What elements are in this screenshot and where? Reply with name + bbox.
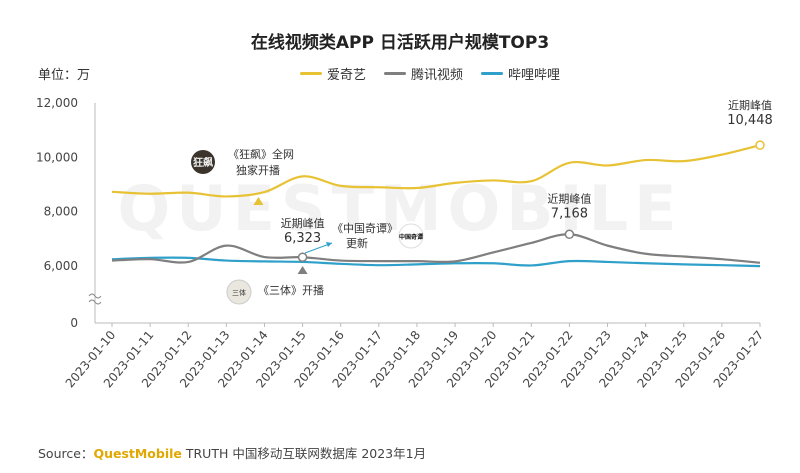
legend-label: 腾讯视频: [411, 68, 464, 83]
series-line-0: [111, 144, 761, 198]
legend-item-0: 爱奇艺: [300, 64, 366, 83]
peak1-value: 6,323: [284, 231, 321, 246]
qitan-line-1: 《中国奇谭》: [332, 222, 398, 235]
legend-item-1: 腾讯视频: [384, 64, 463, 83]
kuangbiao-logo: [191, 150, 215, 174]
kuangbiao-line-2: 独家开播: [236, 163, 280, 177]
peak1-dot: [297, 252, 308, 262]
peak3-value: 10,448: [727, 113, 773, 128]
source-brand: QuestMobile: [93, 446, 182, 461]
chart-title: 在线视频类APP 日活跃用户规模TOP3: [250, 33, 550, 53]
santi-marker: [297, 266, 308, 274]
qitan-line-2: 更新: [346, 236, 368, 250]
peak2-label: 近期峰值: [547, 192, 591, 205]
source-label: Source：: [38, 446, 94, 461]
source-note: Source：QuestMobile TRUTH 中国移动互联网数据库 2023…: [38, 443, 426, 462]
y-tick-label: 12,000: [36, 96, 78, 110]
legend-label: 哔哩哔哩: [508, 68, 561, 83]
y-tick-label: 6,000: [44, 259, 78, 273]
santi-logo-text: 三体: [232, 288, 246, 297]
legend-item-2: 哔哩哔哩: [481, 64, 560, 83]
santi-logo: [226, 279, 252, 305]
kuangbiao-marker: [253, 197, 264, 205]
series-line-1: [111, 233, 761, 264]
peak3-label: 近期峰值: [728, 99, 772, 112]
unit-label: 单位：万: [38, 68, 91, 83]
legend-swatch: [481, 72, 504, 75]
series-line-2: [111, 256, 761, 268]
legend-swatch: [384, 72, 407, 75]
peak2-dot: [564, 229, 575, 240]
legend-label: 爱奇艺: [327, 68, 367, 83]
watermark: QUESTMOBILE: [118, 172, 683, 245]
y-tick-label: 0: [70, 316, 78, 330]
legend-swatch: [300, 72, 322, 75]
peak2-value: 7,168: [551, 206, 588, 221]
qitan-logo: [398, 223, 424, 249]
qitan-arrow-icon: [326, 242, 332, 247]
kuangbiao-logo-text: 狂飙: [193, 156, 213, 169]
peak3-dot: [755, 140, 765, 150]
y-tick-label: 8,000: [44, 205, 78, 219]
qitan-logo-text: 中国奇谭: [399, 233, 423, 241]
kuangbiao-line-1: 《狂飙》全网: [228, 147, 294, 161]
y-tick-label: 10,000: [36, 150, 78, 164]
peak1-label: 近期峰值: [281, 217, 325, 230]
santi-line-1: 《三体》开播: [258, 283, 324, 297]
legend: 爱奇艺 腾讯视频 哔哩哔哩: [300, 64, 560, 83]
axis-break-icon: [88, 293, 102, 305]
source-detail: TRUTH 中国移动互联网数据库 2023年1月: [181, 446, 427, 461]
